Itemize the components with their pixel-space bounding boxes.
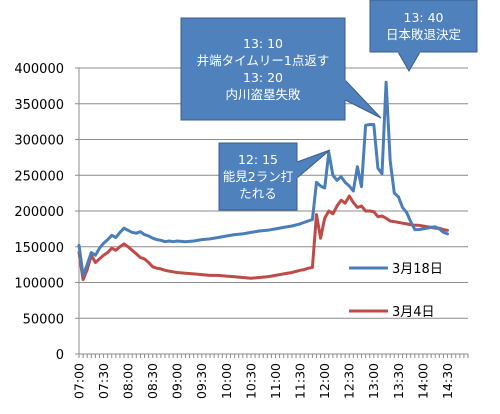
annotation-japan-eliminated: 13: 40 日本敗退決定 — [385, 10, 461, 42]
x-tick-label: 08:30 — [145, 363, 160, 399]
x-axis-tick-labels: 07:00 07:30 08:00 08:30 09:00 09:30 10:00 10:30… — [71, 363, 455, 399]
y-tick-label: 350000 — [14, 98, 64, 113]
y-tick-label: 100000 — [14, 277, 64, 292]
x-tick-label: 13:30 — [391, 363, 406, 399]
legend: 3月18日 3月4日 — [349, 262, 443, 320]
axes — [75, 67, 469, 358]
annotation-nomi-home-run: 12: 15 能見2ラン打 たれる — [222, 152, 294, 201]
callout-box — [218, 142, 298, 211]
legend-label: 3月18日 — [392, 262, 443, 277]
x-tick-label: 07:30 — [96, 363, 111, 399]
x-tick-label: 09:30 — [194, 363, 209, 399]
x-tick-label: 11:00 — [268, 363, 283, 399]
callout-pointer — [344, 78, 382, 119]
x-tick-label: 12:00 — [317, 363, 332, 399]
x-tick-label: 09:00 — [170, 363, 185, 399]
annotation-ibata-rbi: 13: 10 井端タイムリー1点返す 13: 20 内川盗塁失敗 — [196, 36, 330, 102]
callout-box — [369, 0, 478, 53]
x-tick-label: 11:30 — [292, 363, 307, 399]
x-tick-label: 13:00 — [366, 363, 381, 399]
y-tick-label: 150000 — [14, 241, 64, 256]
series-lines — [77, 80, 449, 282]
x-tick-label: 14:30 — [440, 363, 455, 399]
x-tick-label: 07:00 — [71, 363, 86, 399]
y-tick-label: 0 — [56, 348, 64, 363]
legend-label: 3月4日 — [392, 305, 435, 320]
y-tick-label: 200000 — [14, 205, 64, 220]
x-tick-label: 10:30 — [243, 363, 258, 399]
y-tick-label: 300000 — [14, 134, 64, 149]
y-axis-tick-labels: 0 50000 100000 150000 200000 250000 300000 3500… — [14, 62, 64, 363]
series-line — [77, 194, 449, 282]
callout-box — [180, 17, 346, 121]
x-tick-label: 10:00 — [219, 363, 234, 399]
y-tick-label: 50000 — [23, 312, 64, 327]
y-tick-label: 400000 — [14, 62, 64, 77]
annotation-callouts — [180, 0, 478, 211]
x-tick-label: 08:00 — [121, 363, 136, 399]
y-tick-label: 250000 — [14, 169, 64, 184]
series-line — [77, 80, 449, 277]
x-tick-label: 12:30 — [342, 363, 357, 399]
x-tick-label: 14:00 — [415, 363, 430, 399]
